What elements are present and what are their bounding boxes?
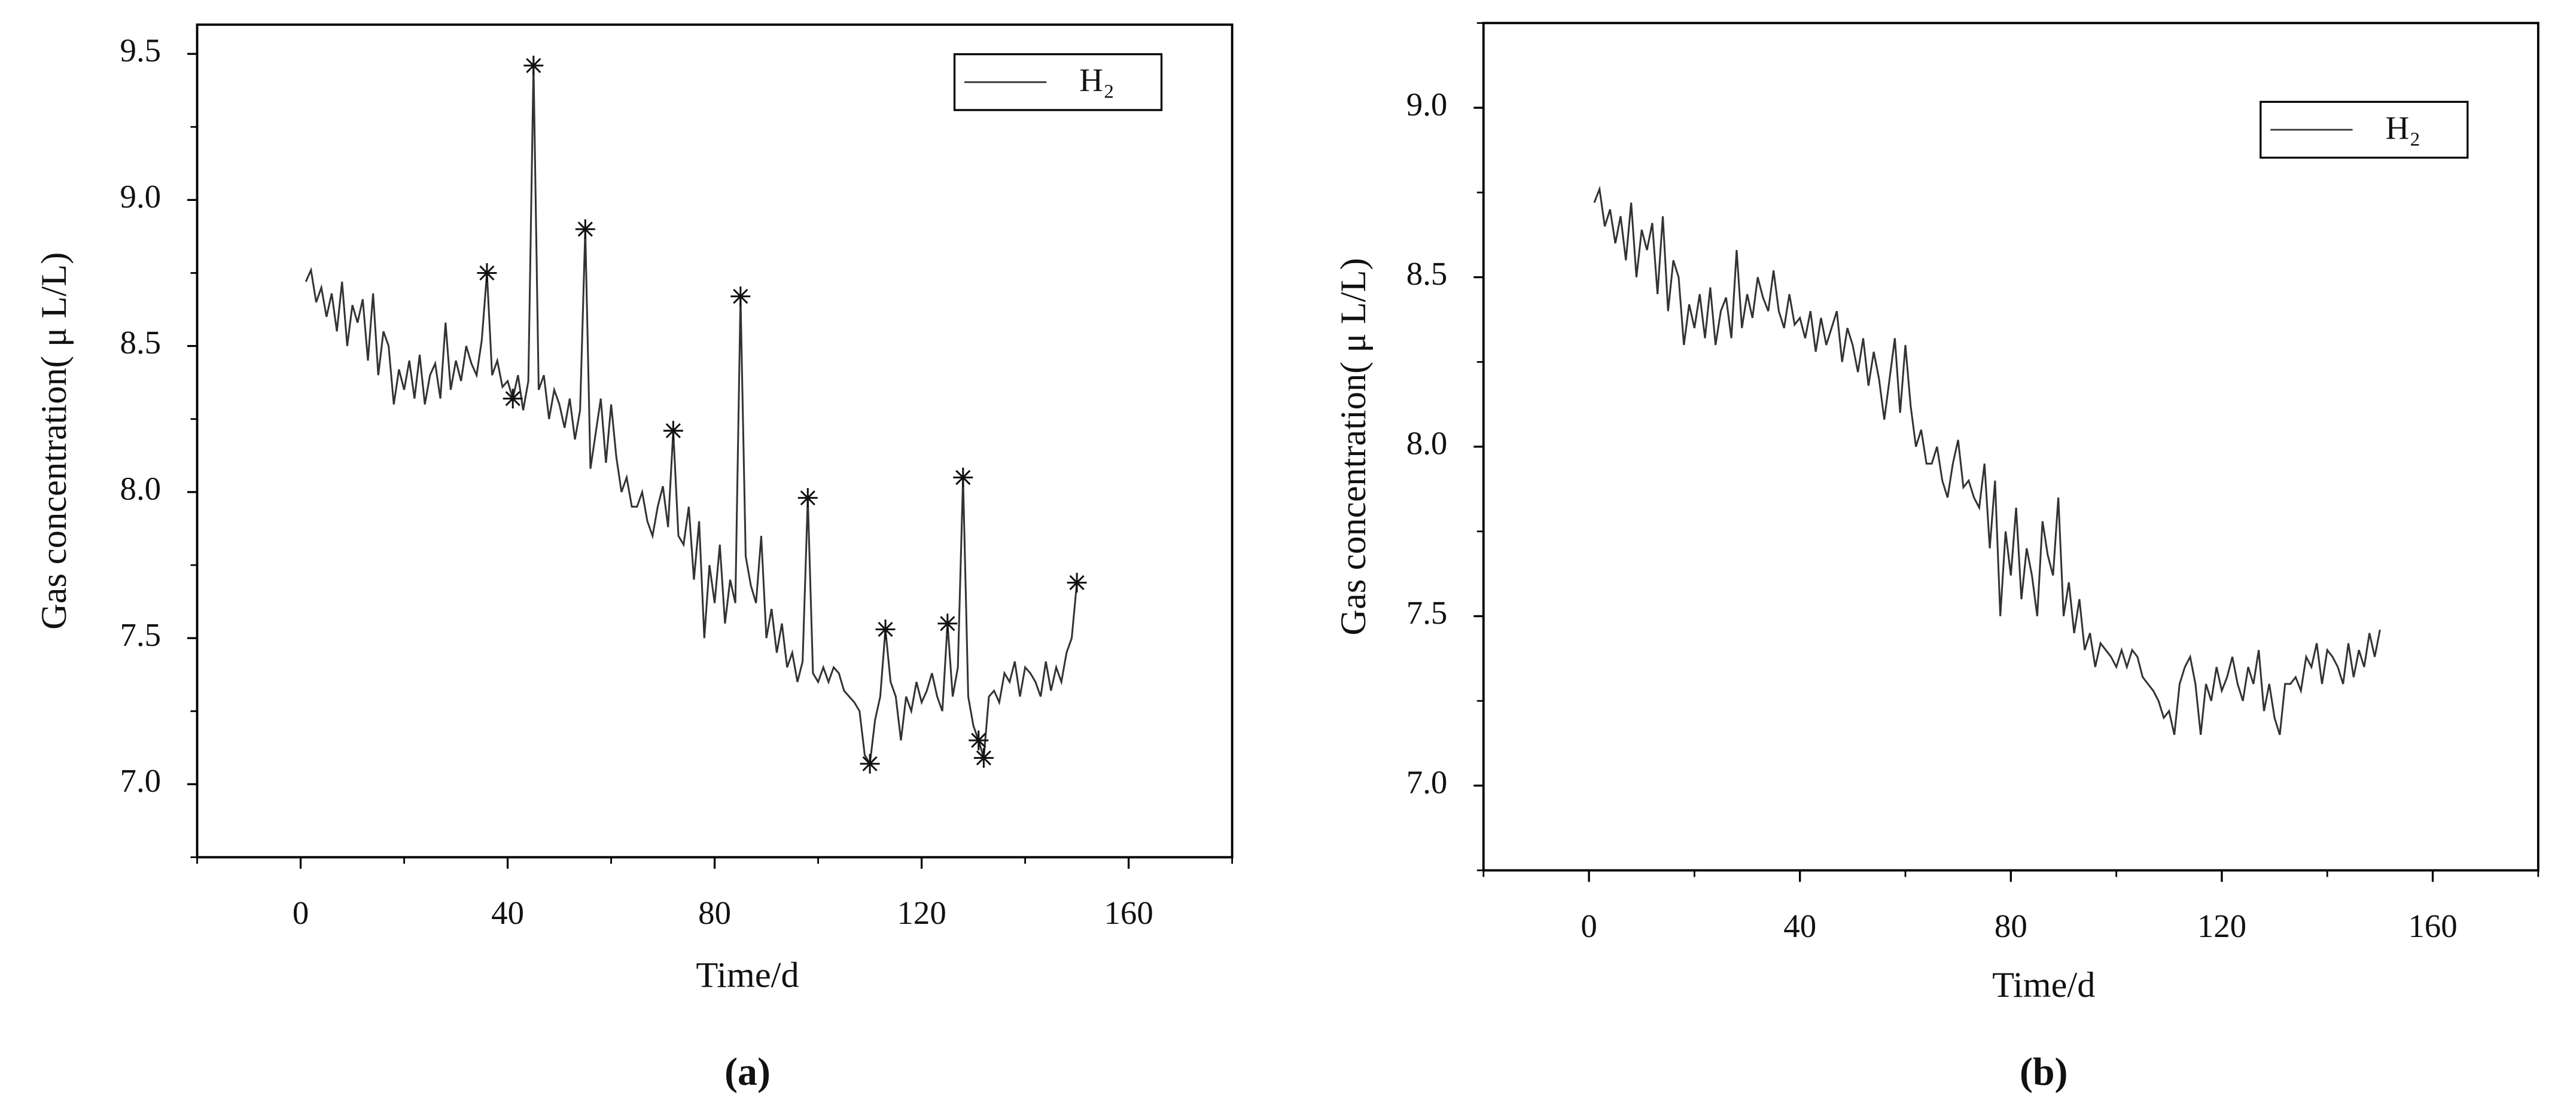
x-tick-label: 160 xyxy=(1104,895,1153,931)
x-tick-label: 120 xyxy=(897,895,946,931)
x-tick-label: 120 xyxy=(2197,908,2246,944)
y-tick-label: 8.0 xyxy=(120,471,161,507)
legend-label: H₂ xyxy=(1079,62,1115,99)
asterisk-stroke xyxy=(479,265,495,281)
y-tick-label: 9.0 xyxy=(1406,86,1448,123)
x-axis-label: Time/d xyxy=(1992,965,2095,1005)
outlier-marker xyxy=(937,614,958,634)
asterisk-stroke xyxy=(505,390,520,407)
y-tick-label: 9.5 xyxy=(120,32,161,69)
outlier-marker xyxy=(503,389,523,409)
x-tick-label: 80 xyxy=(698,895,731,931)
asterisk-stroke xyxy=(800,490,815,506)
asterisk-stroke xyxy=(577,221,593,237)
y-tick-label: 7.0 xyxy=(1406,764,1448,800)
outlier-marker xyxy=(477,263,497,283)
outlier-marker xyxy=(969,730,989,750)
x-tick-label: 40 xyxy=(491,895,524,931)
data-line xyxy=(305,65,1078,767)
asterisk-stroke xyxy=(733,288,748,304)
asterisk-stroke xyxy=(976,750,992,766)
asterisk-stroke xyxy=(862,756,878,771)
outlier-marker xyxy=(1067,572,1087,593)
legend-label: H₂ xyxy=(2385,109,2420,146)
y-tick-label: 7.5 xyxy=(120,617,161,653)
outlier-marker xyxy=(953,467,973,487)
asterisk-stroke xyxy=(1069,575,1085,590)
y-axis-label: Gas concentration( μ L/L) xyxy=(1333,258,1374,635)
asterisk-stroke xyxy=(665,423,681,438)
asterisk-stroke xyxy=(526,58,541,74)
asterisk-stroke xyxy=(878,621,893,637)
x-tick-label: 0 xyxy=(293,895,309,931)
panel-label: (a) xyxy=(724,1050,771,1094)
x-tick-label: 40 xyxy=(1783,908,1816,944)
chart-panel: 7.0 7.5 8.0 8.5 9.0 9.5 0 40 80 120 160 Time/d Gas c… xyxy=(34,23,1234,1094)
y-tick-label: 8.0 xyxy=(1406,425,1448,462)
outlier-marker xyxy=(875,619,896,639)
outlier-marker xyxy=(523,56,544,76)
y-tick-label: 9.0 xyxy=(120,178,161,215)
data-line xyxy=(1593,185,2381,736)
plot-frame xyxy=(196,23,1234,859)
outlier-marker xyxy=(860,753,880,774)
panel-label: (b) xyxy=(2020,1050,2068,1094)
outlier-marker xyxy=(575,219,595,239)
x-tick-label: 0 xyxy=(1581,908,1597,944)
y-tick-label: 8.5 xyxy=(120,324,161,361)
asterisk-stroke xyxy=(971,733,986,748)
asterisk-stroke xyxy=(955,469,971,486)
outlier-marker xyxy=(730,286,751,307)
outlier-marker xyxy=(797,488,818,508)
chart-panel: 7.0 7.5 8.0 8.5 9.0 0 40 80 120 160 Time/d Gas conc… xyxy=(1333,22,2540,1094)
x-tick-label: 80 xyxy=(1995,908,2027,944)
x-tick-label: 160 xyxy=(2408,908,2457,944)
y-tick-label: 8.5 xyxy=(1406,255,1448,292)
y-tick-label: 7.5 xyxy=(1406,594,1448,631)
asterisk-stroke xyxy=(940,616,955,631)
outlier-marker xyxy=(663,420,683,441)
outlier-marker xyxy=(973,747,994,768)
y-axis-label: Gas concentration( μ L/L) xyxy=(34,252,74,630)
x-axis-label: Time/d xyxy=(696,956,799,996)
y-tick-label: 7.0 xyxy=(120,762,161,799)
